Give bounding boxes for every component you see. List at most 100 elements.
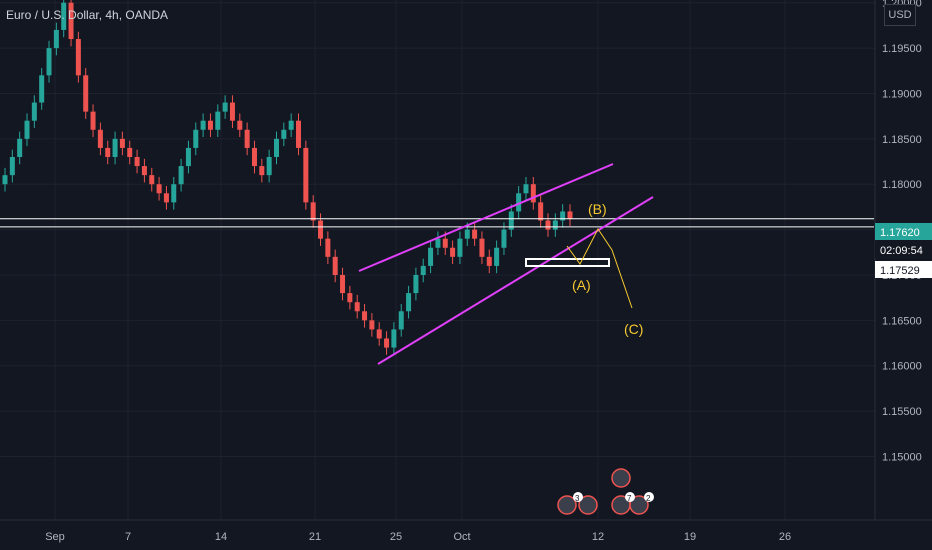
news-event-icon[interactable]	[629, 495, 649, 515]
candle-body	[552, 220, 558, 230]
candle-body	[442, 238, 448, 248]
candle-body	[516, 193, 522, 212]
candle-body	[428, 247, 434, 266]
x-tick-label: 14	[215, 531, 227, 543]
chart-grid	[0, 0, 875, 520]
candle-body	[259, 166, 265, 176]
x-tick-label: 21	[309, 531, 321, 543]
candle-body	[68, 2, 74, 40]
candle-body	[545, 220, 551, 230]
event-badge	[625, 492, 635, 502]
current-price-badge	[875, 223, 932, 240]
candle-body	[538, 202, 544, 221]
candle-body	[119, 138, 125, 148]
candle-body	[354, 302, 360, 312]
candle-body	[340, 274, 346, 294]
candle-body	[406, 293, 412, 312]
candle-body	[391, 329, 397, 348]
candle-body	[457, 238, 463, 257]
candle-body	[53, 29, 59, 49]
event-badge-count: 7	[627, 494, 632, 503]
marked-price-value: 1.17529	[880, 265, 920, 277]
news-event-icon[interactable]	[611, 468, 631, 488]
x-tick-label: Sep	[45, 531, 65, 543]
candle-body	[435, 238, 441, 248]
candle-body	[105, 147, 111, 157]
time-scale-ticks: Sep 7 14 21 25 Oct 12 19 26	[45, 531, 791, 543]
candle-body	[229, 102, 235, 121]
x-tick-label: 26	[779, 531, 791, 543]
x-tick-label: Oct	[453, 531, 470, 543]
wave-label-c: (C)	[624, 321, 643, 337]
y-tick-label: 1.16500	[882, 315, 922, 327]
candle-body	[141, 166, 147, 176]
x-tick-label: 25	[390, 531, 402, 543]
candle-body	[215, 111, 221, 130]
candle-body	[450, 247, 456, 257]
candle-body	[479, 238, 485, 257]
candle-body	[310, 202, 316, 221]
x-tick-label: 12	[592, 531, 604, 543]
event-badge	[644, 492, 654, 502]
price-scale[interactable]	[875, 0, 932, 520]
wave-label-a: (A)	[572, 277, 591, 293]
event-badge	[573, 492, 583, 502]
candle-body	[296, 120, 302, 148]
countdown-badge	[875, 241, 932, 258]
candle-body	[384, 338, 390, 348]
candle-body	[288, 120, 294, 130]
y-tick-label: 1.19000	[882, 88, 922, 100]
candle-body	[112, 138, 118, 157]
candle-body	[376, 329, 382, 339]
candle-body	[39, 75, 45, 103]
countdown-value: 02:09:54	[880, 245, 923, 257]
candle-body	[222, 102, 228, 112]
candle-body	[347, 293, 353, 303]
candle-body	[46, 48, 52, 76]
channel-lower-line[interactable]	[377, 196, 654, 365]
candle-body	[2, 175, 8, 185]
candle-body	[171, 184, 177, 203]
candle-body	[156, 184, 162, 194]
wave-projection-path[interactable]	[566, 228, 633, 309]
candle-body	[75, 39, 81, 76]
candle-body	[560, 211, 566, 221]
flag-eu-event-icon[interactable]	[578, 495, 598, 515]
support-zone-box[interactable]	[525, 258, 610, 267]
candle-body	[508, 211, 514, 230]
candle-body	[17, 138, 23, 157]
candle-body	[413, 274, 419, 294]
candle-body	[31, 102, 37, 121]
candle-body	[362, 311, 368, 321]
candle-body	[24, 120, 30, 139]
candle-body	[567, 211, 573, 219]
candle-body	[332, 256, 338, 275]
candle-body	[185, 147, 191, 167]
currency-badge[interactable]: USD	[884, 4, 916, 26]
candle-body	[303, 147, 309, 203]
marked-price-badge	[875, 261, 932, 278]
candle-body	[61, 2, 67, 30]
symbol-title[interactable]: Euro / U.S. Dollar, 4h, OANDA	[6, 8, 169, 22]
y-tick-label: 1.18000	[882, 179, 922, 191]
candle-body	[281, 129, 287, 139]
channel-upper-line[interactable]	[358, 163, 614, 272]
candle-body	[530, 184, 536, 203]
candle-body	[472, 229, 478, 239]
candle-body	[83, 75, 89, 112]
candle-body	[251, 147, 257, 167]
candle-body	[523, 184, 529, 194]
candles-layer	[2, 0, 573, 355]
candle-body	[325, 238, 331, 257]
candle-body	[244, 129, 250, 148]
economic-events[interactable]: 3 7 2	[557, 468, 654, 515]
candle-body	[178, 166, 184, 185]
candle-body	[369, 320, 375, 330]
candle-body	[501, 229, 507, 248]
y-tick-label: 1.16000	[882, 361, 922, 373]
candle-body	[494, 247, 500, 266]
y-tick-label: 1.15000	[882, 451, 922, 463]
y-tick-label: 1.19500	[882, 43, 922, 55]
flag-us-event-icon[interactable]	[557, 495, 577, 515]
